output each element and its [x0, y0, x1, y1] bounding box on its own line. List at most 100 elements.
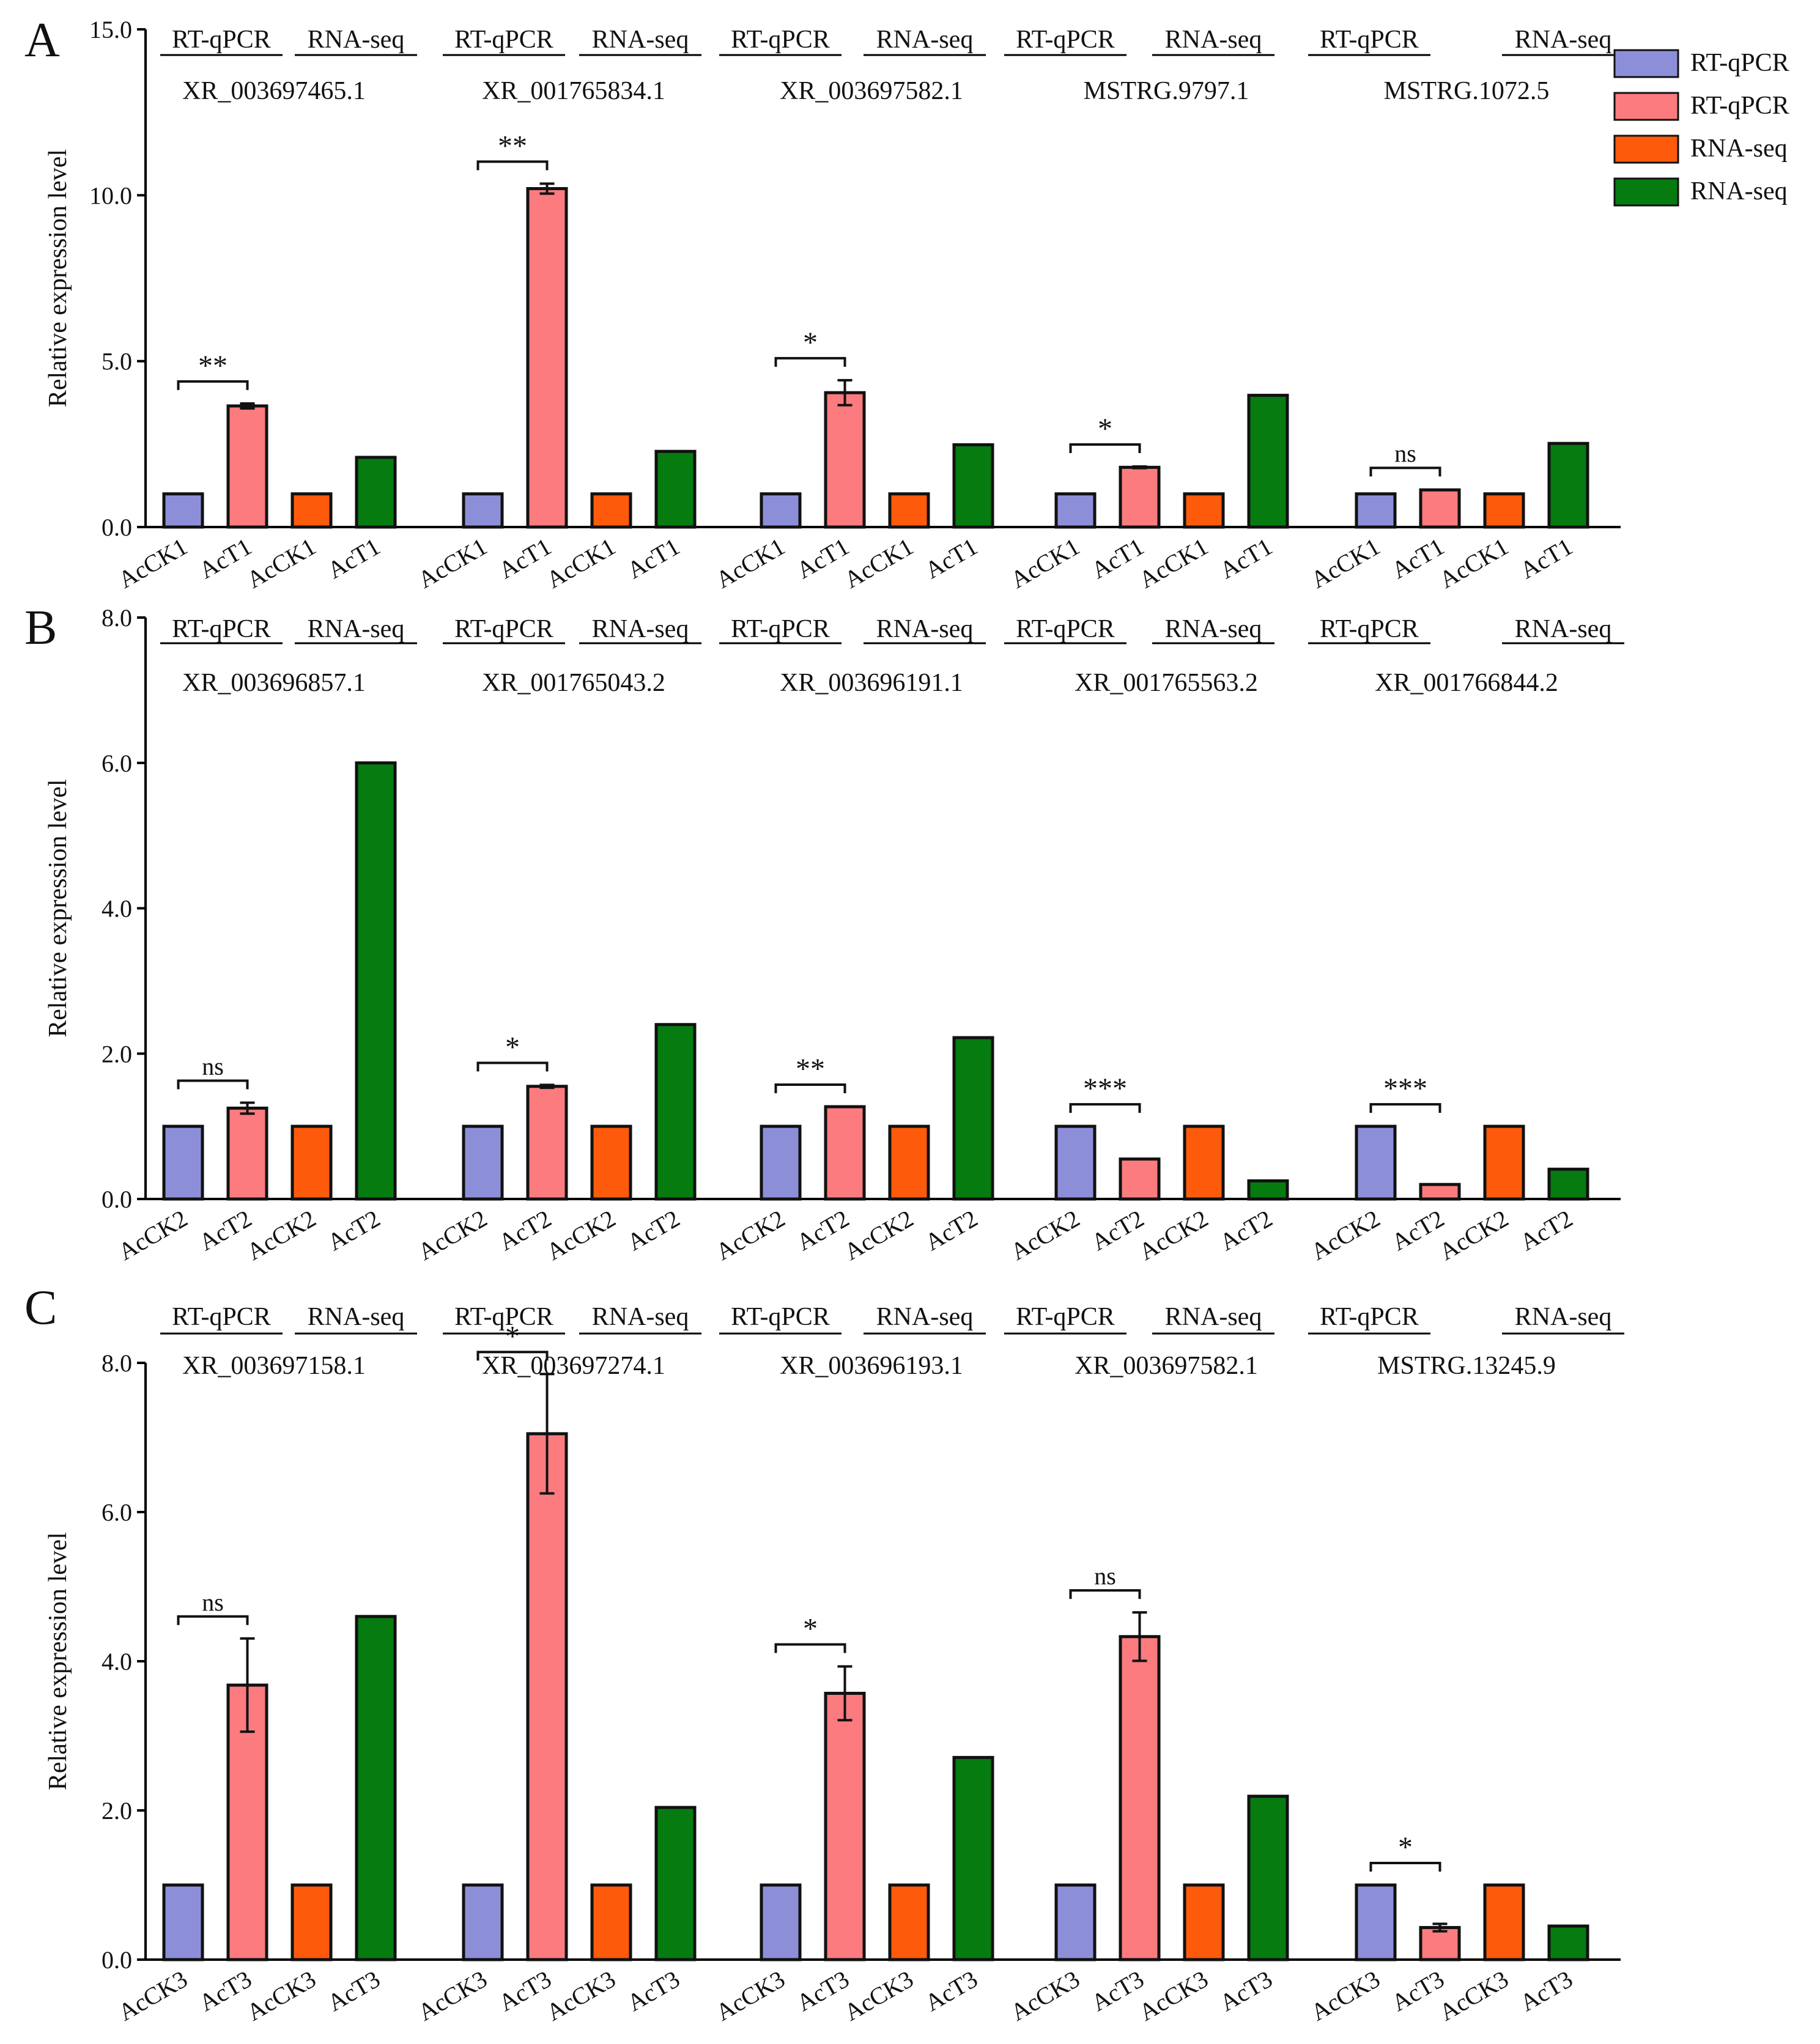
bar [290, 1124, 333, 1201]
y-tick-label: 4.0 [102, 895, 132, 923]
bar [462, 492, 504, 529]
bar [760, 492, 802, 529]
legend-swatch [1613, 49, 1679, 78]
bar [952, 1755, 994, 1961]
significance-bracket [1369, 1862, 1441, 1872]
method-label: RT-qPCR [1016, 26, 1115, 54]
x-tick-label: AcCK2 [542, 1205, 620, 1266]
x-tick-label: AcCK2 [1006, 1205, 1084, 1266]
method-label: RNA-seq [1515, 615, 1612, 643]
bar [1247, 394, 1289, 529]
significance-bracket [1369, 1103, 1441, 1113]
bar [1247, 1795, 1289, 1961]
method-label: RT-qPCR [1016, 615, 1115, 643]
bar [760, 1883, 802, 1961]
legend-label: RNA-seq [1690, 177, 1788, 205]
significance-bracket [177, 1615, 249, 1625]
bar [824, 391, 866, 529]
method-label: RNA-seq [876, 1303, 974, 1331]
panel-label: B [24, 601, 57, 655]
bar [654, 1806, 697, 1961]
significance-label: ns [202, 1052, 224, 1080]
bar [760, 1124, 802, 1201]
bar [526, 186, 568, 529]
method-label: RNA-seq [876, 26, 974, 54]
bar [1547, 1167, 1589, 1201]
gene-label: XR_001766844.2 [1375, 669, 1558, 697]
significance-bracket [774, 1643, 846, 1653]
bar [1054, 1883, 1097, 1961]
x-tick-label: AcCK3 [542, 1965, 620, 2026]
method-label: RT-qPCR [454, 1303, 553, 1331]
x-tick-label: AcT1 [1515, 533, 1577, 585]
bar [162, 1124, 204, 1201]
x-tick-label: AcCK1 [114, 533, 192, 594]
x-tick-label: AcCK1 [413, 533, 492, 594]
x-tick-label: AcT1 [1215, 533, 1277, 585]
x-tick-label: AcCK2 [114, 1205, 192, 1266]
x-tick-label: AcT1 [623, 533, 684, 585]
significance-label: ns [202, 1588, 224, 1616]
x-tick-label: AcCK3 [1435, 1965, 1513, 2026]
significance-label: * [1098, 413, 1112, 445]
y-tick-label: 6.0 [102, 1499, 132, 1526]
bar [824, 1691, 866, 1961]
bar [590, 492, 632, 529]
bar [1419, 1926, 1461, 1961]
x-tick-label: AcCK2 [711, 1205, 790, 1266]
x-tick-label: AcT2 [920, 1205, 982, 1256]
legend-label: RT-qPCR [1690, 92, 1789, 120]
bar [526, 1085, 568, 1201]
method-label: RT-qPCR [1320, 615, 1419, 643]
gene-label: MSTRG.1072.5 [1384, 77, 1550, 105]
y-tick-label: 2.0 [102, 1040, 132, 1068]
method-label: RT-qPCR [1016, 1303, 1115, 1331]
x-tick-label: AcCK2 [1134, 1205, 1213, 1266]
x-tick-label: AcCK3 [1134, 1965, 1213, 2026]
x-tick-label: AcT3 [323, 1965, 385, 2017]
method-label: RT-qPCR [731, 615, 830, 643]
method-label: RNA-seq [592, 26, 689, 54]
x-tick-label: AcCK1 [840, 533, 918, 594]
method-label: RNA-seq [876, 615, 974, 643]
bar [290, 492, 333, 529]
significance-bracket [774, 356, 846, 367]
bar [1183, 1883, 1225, 1961]
y-axis-title: Relative expression level [44, 779, 72, 1037]
bar [355, 761, 397, 1201]
significance-bracket [476, 1061, 549, 1072]
x-tick-label: AcT1 [323, 533, 385, 585]
bar [590, 1883, 632, 1961]
bar [162, 1883, 204, 1961]
method-label: RT-qPCR [1320, 26, 1419, 54]
y-tick-label: 6.0 [102, 750, 132, 777]
y-tick-label: 0.0 [102, 1946, 132, 1974]
bar [952, 443, 994, 529]
bar [162, 492, 204, 529]
gene-label: XR_001765563.2 [1075, 669, 1258, 697]
x-tick-label: AcT3 [623, 1965, 684, 2017]
significance-label: ns [1394, 440, 1416, 467]
y-axis-title: Relative expression level [44, 149, 72, 407]
bar [654, 449, 697, 529]
bar [1247, 1179, 1289, 1201]
significance-bracket [1369, 467, 1441, 477]
bar [1355, 492, 1397, 529]
x-tick-label: AcCK3 [1006, 1965, 1084, 2026]
y-tick-label: 0.0 [102, 1186, 132, 1213]
significance-label: * [1398, 1831, 1413, 1864]
gene-label: XR_001765834.1 [482, 77, 665, 105]
method-label: RT-qPCR [1320, 1303, 1419, 1331]
bar [1119, 1157, 1161, 1201]
gene-label: MSTRG.9797.1 [1084, 77, 1249, 105]
y-tick-label: 2.0 [102, 1797, 132, 1824]
gene-label: XR_003697274.1 [482, 1352, 665, 1380]
legend-label: RT-qPCR [1690, 49, 1789, 77]
bar [1183, 492, 1225, 529]
bar [462, 1883, 504, 1961]
bar [226, 404, 268, 529]
